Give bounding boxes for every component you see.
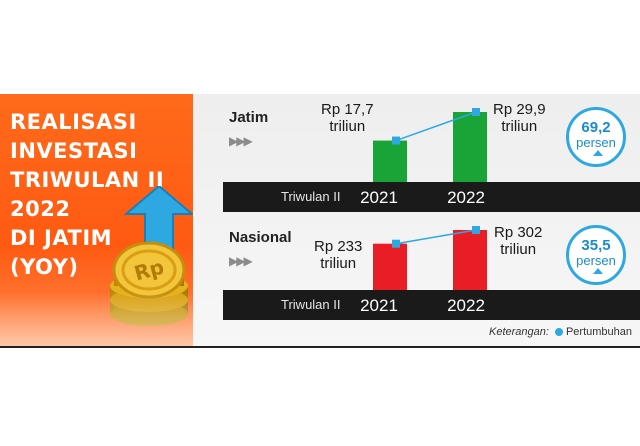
growth-line-jatim xyxy=(395,111,477,142)
growth-point-nasional-2022 xyxy=(472,226,480,234)
legend: Keterangan: Pertumbuhan xyxy=(489,326,632,338)
value-label-nasional-2022: Rp 302 triliun xyxy=(494,224,543,258)
infographic-title: REALISASI INVESTASI TRIWULAN II 2022 DI … xyxy=(10,110,165,279)
title-panel-fade xyxy=(0,292,193,348)
bar-chart xyxy=(373,108,487,290)
region-label-jatim: Jatim xyxy=(229,109,269,126)
triangles-icon: ▶▶▶ xyxy=(229,254,253,268)
bar-nasional-2021 xyxy=(373,243,407,290)
growth-point-jatim-2021 xyxy=(392,136,400,145)
up-arrow-icon xyxy=(124,186,194,250)
axis-band-nasional xyxy=(223,290,640,320)
growth-line-nasional xyxy=(395,229,477,245)
growth-point-nasional-2021 xyxy=(392,239,400,248)
axis-label-jatim: Triwulan II xyxy=(281,189,341,204)
year-label-nasional-2021: 2021 xyxy=(360,296,398,315)
infographic: REALISASI INVESTASI TRIWULAN II 2022 DI … xyxy=(0,94,640,348)
growth-point-jatim-2022 xyxy=(472,108,480,116)
year-label-jatim-2022: 2022 xyxy=(447,188,485,207)
region-label-nasional: Nasional xyxy=(229,229,292,246)
up-triangle-icon xyxy=(593,150,603,156)
bottom-rule xyxy=(0,346,640,348)
growth-badge-nasional: 35,5 persen xyxy=(566,225,626,285)
value-label-jatim-2021: Rp 17,7 triliun xyxy=(321,101,374,135)
axis-label-nasional: Triwulan II xyxy=(281,297,341,312)
year-label-nasional-2022: 2022 xyxy=(447,296,485,315)
triangles-icon: ▶▶▶ xyxy=(229,134,253,148)
bar-jatim-2022 xyxy=(453,112,487,182)
growth-dot-icon xyxy=(554,328,563,336)
bar-jatim-2021 xyxy=(373,140,407,182)
axis-band-jatim xyxy=(223,182,640,212)
growth-badge-jatim: 69,2 persen xyxy=(566,107,626,167)
up-triangle-icon xyxy=(593,268,603,274)
chart-panel: Jatim ▶▶▶ Nasional ▶▶▶ Triwulan II Triwu… xyxy=(193,94,640,348)
value-label-jatim-2022: Rp 29,9 triliun xyxy=(493,101,546,135)
bar-nasional-2022 xyxy=(453,230,487,290)
value-label-nasional-2021: Rp 233 triliun xyxy=(314,238,363,272)
title-panel: REALISASI INVESTASI TRIWULAN II 2022 DI … xyxy=(0,94,194,348)
year-label-jatim-2021: 2021 xyxy=(360,188,398,207)
